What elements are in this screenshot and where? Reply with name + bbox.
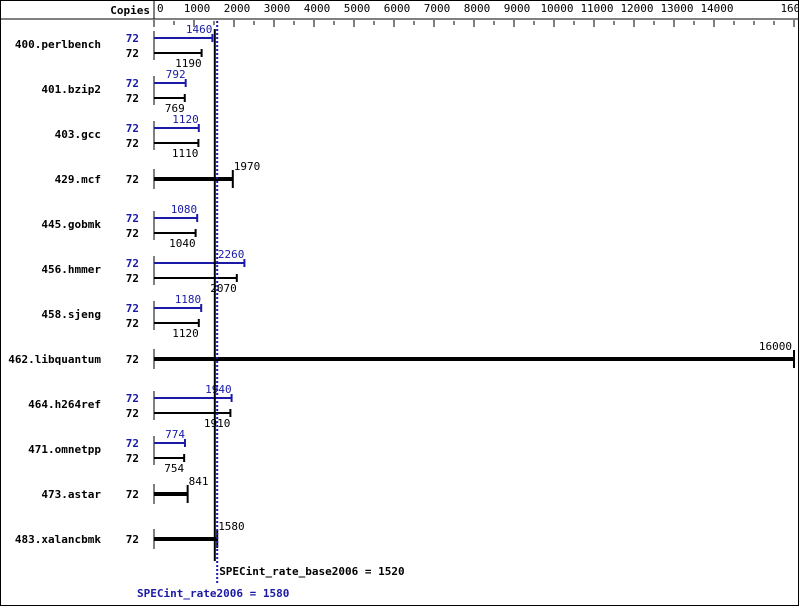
peak-value-label: 1460 [186, 23, 213, 36]
benchmark-label: 445.gobmk [41, 218, 101, 231]
x-tick-label: 12000 [620, 2, 653, 15]
benchmark-label: 458.sjeng [41, 308, 101, 321]
x-tick-label: 9000 [504, 2, 531, 15]
peak-copies: 72 [126, 212, 139, 225]
peak-value-label: 2260 [218, 248, 245, 261]
x-tick-label: 2000 [224, 2, 251, 15]
base-value-label: 16000 [759, 340, 792, 353]
base-copies: 72 [126, 47, 139, 60]
base-value-label: 1910 [204, 417, 231, 430]
peak-copies: 72 [126, 392, 139, 405]
base-copies: 72 [126, 227, 139, 240]
base-value-label: 769 [165, 102, 185, 115]
peak-value-label: 1180 [175, 293, 202, 306]
x-tick-label: 13000 [660, 2, 693, 15]
x-tick-label: 11000 [580, 2, 613, 15]
base-copies: 72 [126, 137, 139, 150]
benchmark-label: 462.libquantum [8, 353, 101, 366]
peak-summary-label: SPECint_rate2006 = 1580 [137, 587, 289, 600]
x-tick-label: 0 [157, 2, 164, 15]
benchmark-label: 456.hmmer [41, 263, 101, 276]
peak-value-label: 774 [165, 428, 185, 441]
base-copies: 72 [126, 173, 139, 186]
base-value-label: 1190 [175, 57, 202, 70]
base-copies: 72 [126, 272, 139, 285]
benchmark-label: 401.bzip2 [41, 83, 101, 96]
base-value-label: 1970 [234, 160, 260, 173]
base-value-label: 754 [164, 462, 184, 475]
benchmark-label: 483.xalancbmk [15, 533, 101, 546]
base-value-label: 1580 [218, 520, 245, 533]
peak-value-label: 1120 [172, 113, 199, 126]
benchmark-label: 471.omnetpp [28, 443, 101, 456]
peak-value-label: 1080 [171, 203, 198, 216]
x-tick-label: 16000 [780, 2, 798, 15]
benchmark-label: 464.h264ref [28, 398, 101, 411]
base-copies: 72 [126, 92, 139, 105]
base-value-label: 841 [189, 475, 209, 488]
peak-copies: 72 [126, 32, 139, 45]
x-tick-label: 14000 [700, 2, 733, 15]
peak-value-label: 1940 [205, 383, 232, 396]
x-tick-label: 10000 [540, 2, 573, 15]
peak-copies: 72 [126, 302, 139, 315]
x-tick-label: 3000 [264, 2, 291, 15]
peak-copies: 72 [126, 257, 139, 270]
base-copies: 72 [126, 488, 139, 501]
peak-copies: 72 [126, 122, 139, 135]
base-value-label: 1110 [172, 147, 199, 160]
x-tick-label: 5000 [344, 2, 371, 15]
benchmark-label: 473.astar [41, 488, 101, 501]
peak-copies: 72 [126, 77, 139, 90]
peak-value-label: 792 [166, 68, 186, 81]
x-tick-label: 7000 [424, 2, 451, 15]
base-copies: 72 [126, 452, 139, 465]
benchmark-label: 400.perlbench [15, 38, 101, 51]
base-copies: 72 [126, 353, 139, 366]
base-value-label: 1120 [172, 327, 199, 340]
x-tick-label: 1000 [184, 2, 211, 15]
x-tick-label: 4000 [304, 2, 331, 15]
base-summary-label: SPECint_rate_base2006 = 1520 [219, 565, 404, 578]
benchmark-label: 403.gcc [55, 128, 101, 141]
base-copies: 72 [126, 533, 139, 546]
peak-copies: 72 [126, 437, 139, 450]
copies-header: Copies [110, 4, 150, 17]
x-tick-label: 6000 [384, 2, 411, 15]
base-copies: 72 [126, 407, 139, 420]
x-tick-label: 8000 [464, 2, 491, 15]
benchmark-label: 429.mcf [55, 173, 101, 186]
base-value-label: 1040 [169, 237, 196, 250]
base-copies: 72 [126, 317, 139, 330]
